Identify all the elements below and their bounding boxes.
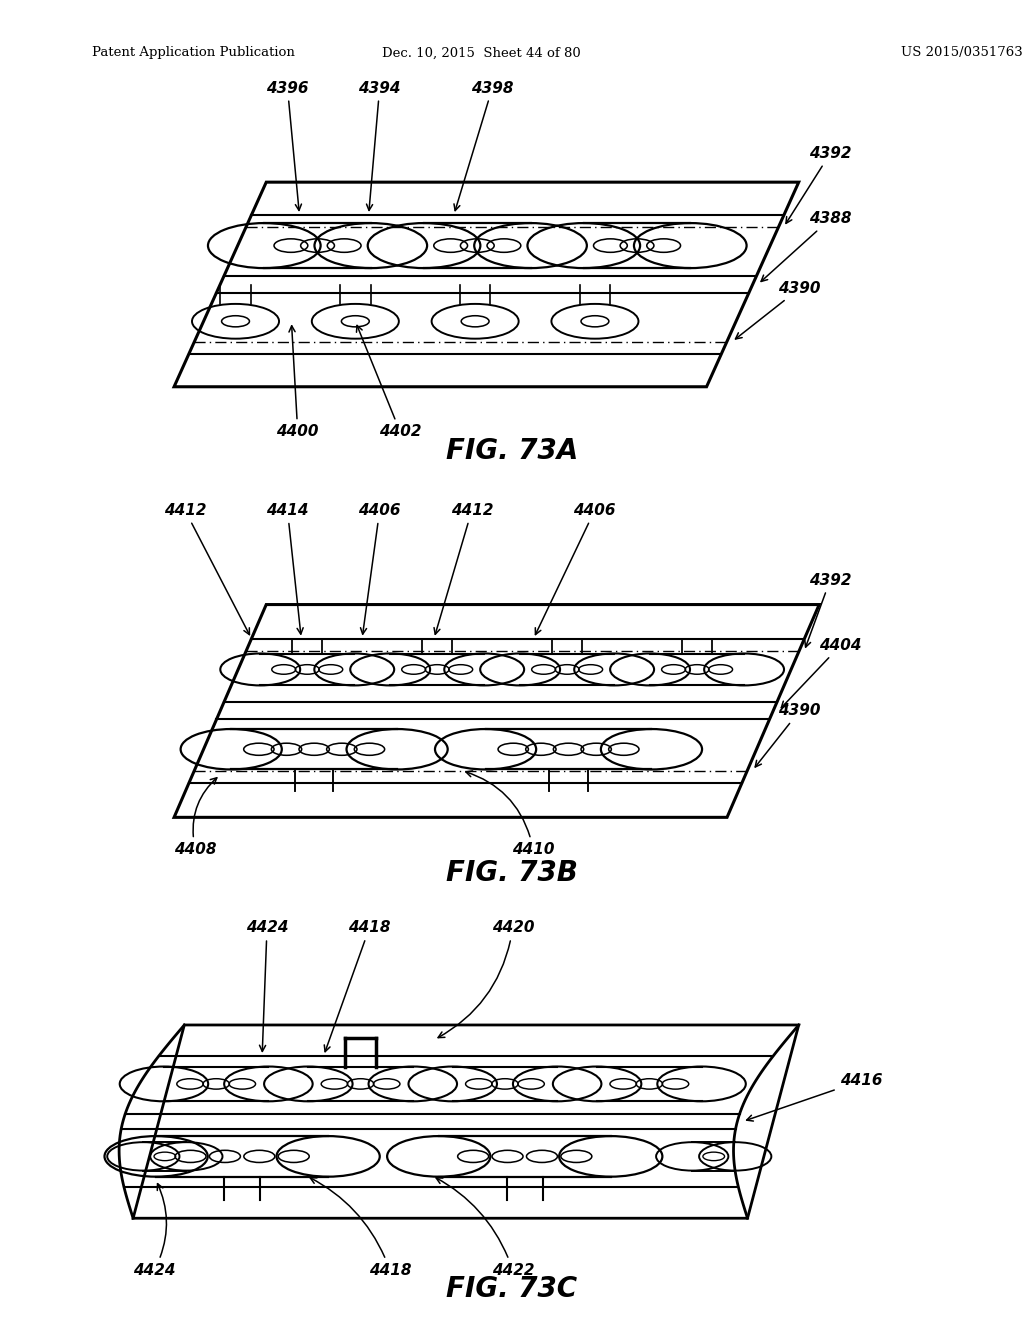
Text: 4398: 4398 <box>454 81 514 211</box>
Text: 4420: 4420 <box>438 920 535 1038</box>
Text: 4422: 4422 <box>436 1177 535 1278</box>
Text: 4388: 4388 <box>761 211 852 281</box>
Text: 4418: 4418 <box>325 920 391 1052</box>
Text: 4406: 4406 <box>536 503 616 635</box>
Text: FIG. 73A: FIG. 73A <box>445 437 579 465</box>
Text: 4394: 4394 <box>358 81 401 210</box>
Text: 4392: 4392 <box>786 147 852 223</box>
Text: 4406: 4406 <box>358 503 401 634</box>
Text: 4410: 4410 <box>466 771 555 857</box>
Text: FIG. 73C: FIG. 73C <box>446 1275 578 1303</box>
Text: 4402: 4402 <box>356 326 422 440</box>
Text: 4392: 4392 <box>805 573 852 647</box>
Text: 4424: 4424 <box>246 920 289 1052</box>
Text: 4400: 4400 <box>276 326 319 440</box>
Text: FIG. 73B: FIG. 73B <box>446 859 578 887</box>
Text: Dec. 10, 2015  Sheet 44 of 80: Dec. 10, 2015 Sheet 44 of 80 <box>382 46 581 59</box>
Text: 4412: 4412 <box>164 503 250 635</box>
Text: 4424: 4424 <box>133 1184 176 1278</box>
Text: 4414: 4414 <box>266 503 309 634</box>
Text: 4390: 4390 <box>756 704 821 767</box>
Text: US 2015/0351763 A1: US 2015/0351763 A1 <box>901 46 1024 59</box>
Text: 4412: 4412 <box>434 503 494 635</box>
Text: Patent Application Publication: Patent Application Publication <box>92 46 295 59</box>
Text: 4416: 4416 <box>746 1073 883 1121</box>
Text: 4408: 4408 <box>174 777 217 857</box>
Text: 4390: 4390 <box>735 281 821 339</box>
Text: 4418: 4418 <box>310 1177 412 1278</box>
Text: 4404: 4404 <box>781 638 862 708</box>
Text: 4396: 4396 <box>266 81 309 210</box>
